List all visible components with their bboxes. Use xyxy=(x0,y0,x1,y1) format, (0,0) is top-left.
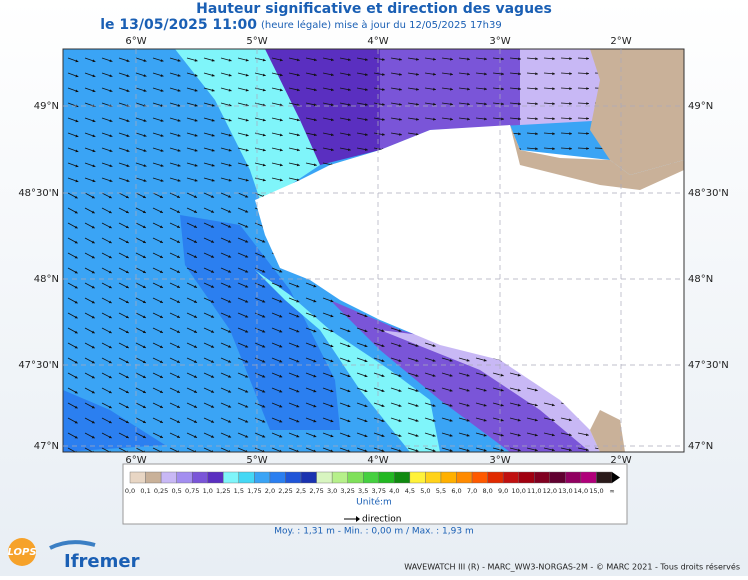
map xyxy=(63,49,691,453)
legend-label: 3,75 xyxy=(372,487,386,495)
legend-swatch xyxy=(348,472,364,483)
lon-label-top: 4°W xyxy=(367,36,388,47)
legend-swatch xyxy=(472,472,488,483)
legend-swatch xyxy=(394,472,410,483)
legend-swatch xyxy=(254,472,270,483)
lat-label-right: 48°N xyxy=(688,274,713,285)
lon-label-top: 5°W xyxy=(246,36,267,47)
legend-swatch xyxy=(177,472,193,483)
legend-label: 2,75 xyxy=(309,487,323,495)
title: Hauteur significative et direction des v… xyxy=(196,1,552,17)
lat-label-left: 48°N xyxy=(34,274,59,285)
legend-label: 9,0 xyxy=(498,487,508,495)
legend-swatch xyxy=(425,472,441,483)
legend-label: 6,0 xyxy=(451,487,461,495)
legend-swatch xyxy=(332,472,348,483)
lat-label-left: 47°30'N xyxy=(18,360,59,371)
legend-label: 15,0 xyxy=(589,487,603,495)
stats: Moy. : 1,31 m - Min. : 0,00 m / Max. : 1… xyxy=(274,527,473,537)
legend-label: 2,0 xyxy=(265,487,275,495)
legend-swatch xyxy=(488,472,504,483)
legend-swatch xyxy=(301,472,317,483)
legend-label: 4,0 xyxy=(389,487,399,495)
legend-label: 0,75 xyxy=(185,487,199,495)
legend-swatch xyxy=(596,472,612,483)
legend-label: 2,5 xyxy=(296,487,306,495)
lat-label-right: 48°30'N xyxy=(688,188,729,199)
legend-label: 8,0 xyxy=(482,487,492,495)
legend-swatch xyxy=(519,472,535,483)
legend-swatch xyxy=(550,472,566,483)
legend-label: 11,0 xyxy=(527,487,541,495)
update-note: (heure légale) mise à jour du 12/05/2025… xyxy=(261,19,502,31)
legend-label: 3,5 xyxy=(358,487,368,495)
footer: WAVEWATCH III (R) - MARC_WW3-NORGAS-2M -… xyxy=(404,562,740,572)
lat-label-left: 47°N xyxy=(34,441,59,452)
legend-swatch xyxy=(503,472,519,483)
legend-swatch xyxy=(565,472,581,483)
legend-swatch xyxy=(270,472,286,483)
legend-swatch xyxy=(223,472,239,483)
lat-label-left: 49°N xyxy=(34,101,59,112)
legend-swatch xyxy=(192,472,208,483)
legend-swatch xyxy=(285,472,301,483)
legend-label: 2,25 xyxy=(278,487,292,495)
legend-label: 10,0 xyxy=(511,487,525,495)
direction-label: direction xyxy=(362,515,401,525)
legend-swatch xyxy=(161,472,177,483)
legend-swatch xyxy=(208,472,224,483)
lat-label-right: 49°N xyxy=(688,101,713,112)
lon-label-top: 6°W xyxy=(125,36,146,47)
lops-text: LOPS xyxy=(7,547,36,558)
legend-label: 0,1 xyxy=(140,487,150,495)
legend-label: 12,0 xyxy=(543,487,557,495)
legend-swatch xyxy=(146,472,162,483)
legend-swatch xyxy=(457,472,473,483)
lat-label-right: 47°30'N xyxy=(688,360,729,371)
legend-swatch xyxy=(379,472,395,483)
ifremer-text: Ifremer xyxy=(64,551,140,572)
legend-label: 1,25 xyxy=(216,487,230,495)
legend-swatch xyxy=(317,472,333,483)
legend-swatch xyxy=(581,472,597,483)
legend-label: 5,0 xyxy=(420,487,430,495)
lat-label-left: 48°30'N xyxy=(18,188,59,199)
legend-swatch xyxy=(441,472,457,483)
legend-label: 13,0 xyxy=(558,487,572,495)
lon-label-top: 3°W xyxy=(489,36,510,47)
legend-label: 7,0 xyxy=(467,487,477,495)
legend-label: 0,25 xyxy=(154,487,168,495)
legend-swatch xyxy=(239,472,255,483)
legend-label: 0,0 xyxy=(125,487,135,495)
legend-swatch xyxy=(410,472,426,483)
legend-label: 4,5 xyxy=(405,487,415,495)
legend-label: 1,75 xyxy=(247,487,261,495)
legend-label: ∞ xyxy=(609,487,614,495)
lon-label-top: 2°W xyxy=(610,36,631,47)
legend-label: 1,0 xyxy=(203,487,213,495)
legend-label: 0,5 xyxy=(171,487,181,495)
legend-swatch xyxy=(363,472,379,483)
legend-label: 5,5 xyxy=(436,487,446,495)
legend-label: 1,5 xyxy=(234,487,244,495)
legend-label: 14,0 xyxy=(574,487,588,495)
legend-swatch xyxy=(534,472,550,483)
legend-label: 3,0 xyxy=(327,487,337,495)
legend-swatch xyxy=(130,472,146,483)
unit: Unité:m xyxy=(356,497,392,508)
date: le 13/05/2025 11:00 xyxy=(100,17,257,33)
legend-label: 3,25 xyxy=(340,487,354,495)
lat-label-right: 47°N xyxy=(688,441,713,452)
